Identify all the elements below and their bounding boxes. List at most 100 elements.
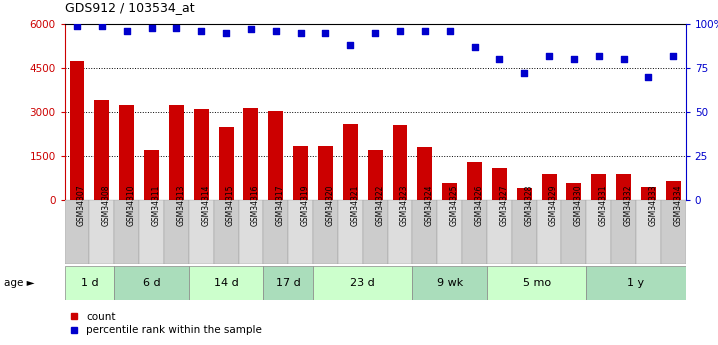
Bar	[243, 108, 258, 200]
Point	[394, 28, 406, 34]
Text: 1 d: 1 d	[80, 278, 98, 288]
Bar	[343, 124, 358, 200]
Text: GSM34314: GSM34314	[201, 185, 210, 226]
Point	[518, 71, 530, 76]
Point	[668, 53, 679, 59]
Text: GSM34332: GSM34332	[623, 185, 633, 226]
Bar	[661, 200, 686, 264]
Text: 23 d: 23 d	[350, 278, 375, 288]
Bar	[144, 150, 159, 200]
Text: GSM34311: GSM34311	[151, 185, 161, 226]
Text: GSM34315: GSM34315	[226, 185, 235, 226]
Bar	[462, 200, 487, 264]
Point	[544, 53, 555, 59]
Bar	[95, 100, 109, 200]
Bar	[363, 200, 388, 264]
Point	[121, 28, 133, 34]
Bar	[641, 187, 656, 200]
Bar	[467, 162, 482, 200]
Bar	[288, 200, 313, 264]
Bar	[388, 200, 412, 264]
Text: 14 d: 14 d	[214, 278, 238, 288]
Bar	[487, 200, 512, 264]
Text: GSM34320: GSM34320	[325, 185, 335, 226]
Bar	[636, 200, 661, 264]
Text: age ►: age ►	[4, 278, 34, 288]
Point	[643, 74, 654, 80]
Point	[146, 25, 157, 30]
Text: GSM34323: GSM34323	[400, 185, 409, 226]
Legend: count, percentile rank within the sample: count, percentile rank within the sample	[70, 312, 262, 335]
Bar	[541, 174, 556, 200]
Bar	[567, 183, 582, 200]
Text: GSM34313: GSM34313	[177, 185, 185, 226]
Point	[220, 30, 232, 36]
Bar	[164, 200, 189, 264]
Bar	[189, 200, 214, 264]
Bar	[119, 105, 134, 200]
Text: GSM34330: GSM34330	[574, 184, 583, 226]
Point	[270, 28, 281, 34]
Bar	[492, 168, 507, 200]
Bar	[616, 174, 631, 200]
Bar	[517, 188, 531, 200]
Text: GSM34324: GSM34324	[425, 185, 434, 226]
Bar	[417, 147, 432, 200]
Bar	[114, 200, 139, 264]
Point	[494, 57, 505, 62]
Text: GSM34310: GSM34310	[127, 185, 136, 226]
Text: GSM34317: GSM34317	[276, 185, 285, 226]
Text: GSM34333: GSM34333	[648, 184, 658, 226]
Point	[295, 30, 307, 36]
Point	[195, 28, 207, 34]
Bar	[393, 125, 407, 200]
Text: GSM34325: GSM34325	[449, 185, 459, 226]
Bar	[169, 105, 184, 200]
Bar	[487, 266, 587, 300]
Bar	[592, 174, 606, 200]
Text: GSM34316: GSM34316	[251, 185, 260, 226]
Bar	[189, 266, 264, 300]
Text: GSM34308: GSM34308	[102, 185, 111, 226]
Point	[444, 28, 455, 34]
Bar	[65, 200, 90, 264]
Text: GDS912 / 103534_at: GDS912 / 103534_at	[65, 1, 195, 14]
Bar	[442, 183, 457, 200]
Text: 9 wk: 9 wk	[437, 278, 463, 288]
Text: GSM34326: GSM34326	[475, 185, 483, 226]
Bar	[412, 200, 437, 264]
Text: 17 d: 17 d	[276, 278, 301, 288]
Bar	[561, 200, 587, 264]
Bar	[611, 200, 636, 264]
Bar	[264, 266, 313, 300]
Bar	[666, 181, 681, 200]
Text: GSM34322: GSM34322	[375, 185, 384, 226]
Text: GSM34307: GSM34307	[77, 184, 86, 226]
Text: GSM34327: GSM34327	[500, 185, 508, 226]
Point	[171, 25, 182, 30]
Bar	[65, 266, 114, 300]
Point	[345, 42, 356, 48]
Bar	[70, 61, 85, 200]
Bar	[318, 146, 333, 200]
Bar	[437, 200, 462, 264]
Text: GSM34334: GSM34334	[673, 184, 682, 226]
Bar	[412, 266, 487, 300]
Point	[419, 28, 431, 34]
Point	[320, 30, 331, 36]
Bar	[90, 200, 114, 264]
Point	[617, 57, 629, 62]
Bar	[313, 266, 412, 300]
Text: GSM34321: GSM34321	[350, 185, 359, 226]
Point	[568, 57, 579, 62]
Bar	[194, 109, 209, 200]
Bar	[264, 200, 288, 264]
Text: 5 mo: 5 mo	[523, 278, 551, 288]
Text: GSM34328: GSM34328	[524, 185, 533, 226]
Point	[593, 53, 605, 59]
Bar	[219, 127, 233, 200]
Point	[71, 23, 83, 29]
Point	[469, 44, 480, 50]
Bar	[587, 266, 686, 300]
Bar	[368, 150, 383, 200]
